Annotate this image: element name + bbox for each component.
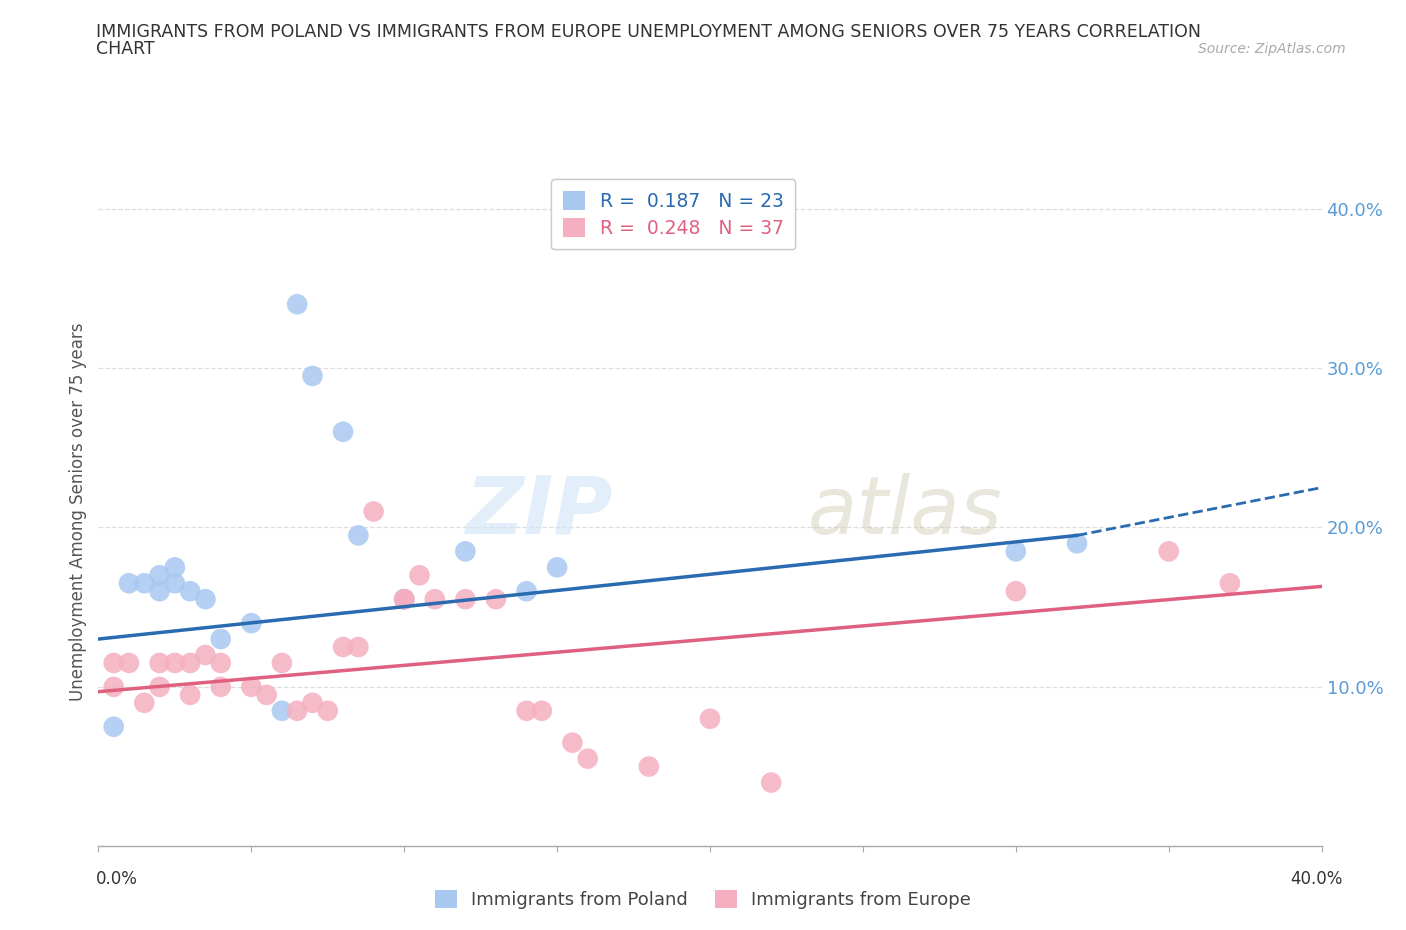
Point: [699, 711, 721, 726]
Point: [332, 424, 354, 439]
Legend: Immigrants from Poland, Immigrants from Europe: Immigrants from Poland, Immigrants from …: [427, 883, 979, 916]
Point: [179, 584, 201, 599]
Text: ZIP: ZIP: [465, 472, 612, 551]
Point: [637, 759, 661, 774]
Point: [392, 591, 416, 606]
Point: [392, 591, 416, 606]
Point: [1219, 576, 1241, 591]
Text: atlas: atlas: [808, 472, 1002, 551]
Point: [301, 696, 323, 711]
Point: [103, 656, 125, 671]
Point: [363, 504, 385, 519]
Point: [118, 656, 141, 671]
Point: [576, 751, 599, 766]
Point: [546, 560, 568, 575]
Point: [759, 775, 782, 790]
Point: [1004, 584, 1026, 599]
Point: [103, 680, 125, 695]
Point: [332, 640, 354, 655]
Point: [485, 591, 508, 606]
Point: [149, 568, 172, 583]
Point: [134, 576, 156, 591]
Point: [530, 703, 553, 718]
Point: [347, 528, 370, 543]
Point: [316, 703, 339, 718]
Y-axis label: Unemployment Among Seniors over 75 years: Unemployment Among Seniors over 75 years: [69, 323, 87, 700]
Point: [240, 680, 263, 695]
Point: [454, 544, 477, 559]
Point: [1157, 544, 1180, 559]
Point: [454, 591, 477, 606]
Text: IMMIGRANTS FROM POLAND VS IMMIGRANTS FROM EUROPE UNEMPLOYMENT AMONG SENIORS OVER: IMMIGRANTS FROM POLAND VS IMMIGRANTS FRO…: [96, 23, 1201, 41]
Text: CHART: CHART: [96, 40, 155, 58]
Point: [1004, 544, 1026, 559]
Point: [240, 616, 263, 631]
Point: [163, 656, 186, 671]
Point: [118, 576, 141, 591]
Point: [149, 584, 172, 599]
Point: [256, 687, 278, 702]
Point: [516, 584, 538, 599]
Text: 40.0%: 40.0%: [1291, 870, 1343, 888]
Point: [301, 368, 323, 383]
Point: [285, 703, 308, 718]
Point: [209, 631, 232, 646]
Point: [1066, 536, 1088, 551]
Point: [423, 591, 446, 606]
Point: [209, 656, 232, 671]
Point: [179, 656, 201, 671]
Point: [209, 680, 232, 695]
Point: [516, 703, 538, 718]
Point: [347, 640, 370, 655]
Point: [270, 703, 292, 718]
Point: [149, 656, 172, 671]
Point: [392, 591, 416, 606]
Point: [285, 297, 308, 312]
Point: [134, 696, 156, 711]
Text: 0.0%: 0.0%: [96, 870, 138, 888]
Point: [163, 576, 186, 591]
Point: [163, 560, 186, 575]
Point: [392, 591, 416, 606]
Point: [270, 656, 292, 671]
Text: Source: ZipAtlas.com: Source: ZipAtlas.com: [1198, 42, 1346, 56]
Point: [103, 719, 125, 734]
Point: [194, 591, 217, 606]
Legend: R =  0.187   N = 23, R =  0.248   N = 37: R = 0.187 N = 23, R = 0.248 N = 37: [551, 179, 796, 249]
Point: [179, 687, 201, 702]
Point: [149, 680, 172, 695]
Point: [561, 736, 583, 751]
Point: [408, 568, 430, 583]
Point: [194, 647, 217, 662]
